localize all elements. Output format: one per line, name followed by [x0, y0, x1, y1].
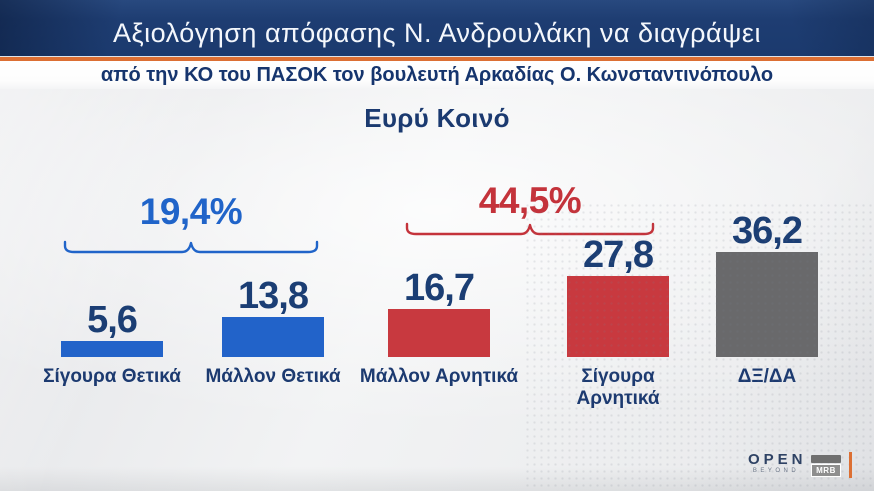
bar-rect — [388, 309, 490, 357]
bar-value: 27,8 — [583, 233, 654, 276]
bar-rect — [222, 317, 324, 357]
bar-value: 5,6 — [87, 298, 138, 341]
mrb-logo-bar — [811, 455, 841, 463]
open-logo-text: OPEN — [748, 451, 807, 468]
page-title: Αξιολόγηση απόφασης Ν. Ανδρουλάκη να δια… — [113, 17, 761, 48]
bar-category-label: Σίγουρα Αρνητικά — [576, 366, 660, 409]
bar-column-sigoura-thetika: 5,6 Σίγουρα Θετικά — [43, 301, 181, 387]
mrb-logo-text: MRB — [811, 464, 841, 477]
group-positive-percent: 19,4% — [139, 191, 243, 232]
bar-column-mallon-thetika: 13,8 Μάλλον Θετικά — [205, 277, 340, 387]
open-channel-logo: OPEN BEYOND — [748, 451, 807, 475]
bracket-negative — [405, 222, 655, 236]
bar-rect — [716, 252, 818, 357]
chart-title: Ευρύ Κοινό — [364, 103, 510, 133]
group-positive: 19,4% — [63, 193, 319, 257]
header-band: Αξιολόγηση απόφασης Ν. Ανδρουλάκη να δια… — [0, 0, 874, 56]
bar-value: 36,2 — [732, 209, 803, 252]
group-negative: 44,5% — [405, 182, 655, 240]
bar-column-sigoura-arnitika: 27,8 Σίγουρα Αρνητικά — [567, 236, 669, 409]
open-logo-subtext: BEYOND — [752, 468, 800, 474]
group-negative-percent: 44,5% — [478, 180, 582, 221]
bar-rect — [567, 276, 669, 357]
orange-divider — [0, 56, 874, 61]
bar-category-label: ΔΞ/ΔΑ — [737, 366, 797, 387]
subtitle-strip: από την ΚΟ του ΠΑΣΟΚ τον βουλευτή Αρκαδί… — [0, 61, 874, 89]
orange-accent-line — [849, 452, 852, 478]
page-subtitle: από την ΚΟ του ΠΑΣΟΚ τον βουλευτή Αρκαδί… — [100, 63, 774, 86]
bracket-positive — [63, 240, 319, 254]
bar-value: 13,8 — [238, 274, 309, 317]
bar-rect — [61, 341, 163, 357]
bar-column-dxda: 36,2 ΔΞ/ΔΑ — [716, 212, 818, 387]
mrb-logo: MRB — [811, 455, 841, 477]
bar-category-label: Σίγουρα Θετικά — [43, 366, 181, 387]
bar-chart: Ευρύ Κοινό 19,4% 44,5% 5,6 Σίγουρα Θετικ… — [0, 89, 874, 491]
bar-value: 16,7 — [404, 266, 475, 309]
bar-category-label: Μάλλον Αρνητικά — [359, 366, 519, 387]
bar-category-label: Μάλλον Θετικά — [205, 366, 341, 387]
bar-column-mallon-arnitika: 16,7 Μάλλον Αρνητικά — [360, 269, 518, 387]
